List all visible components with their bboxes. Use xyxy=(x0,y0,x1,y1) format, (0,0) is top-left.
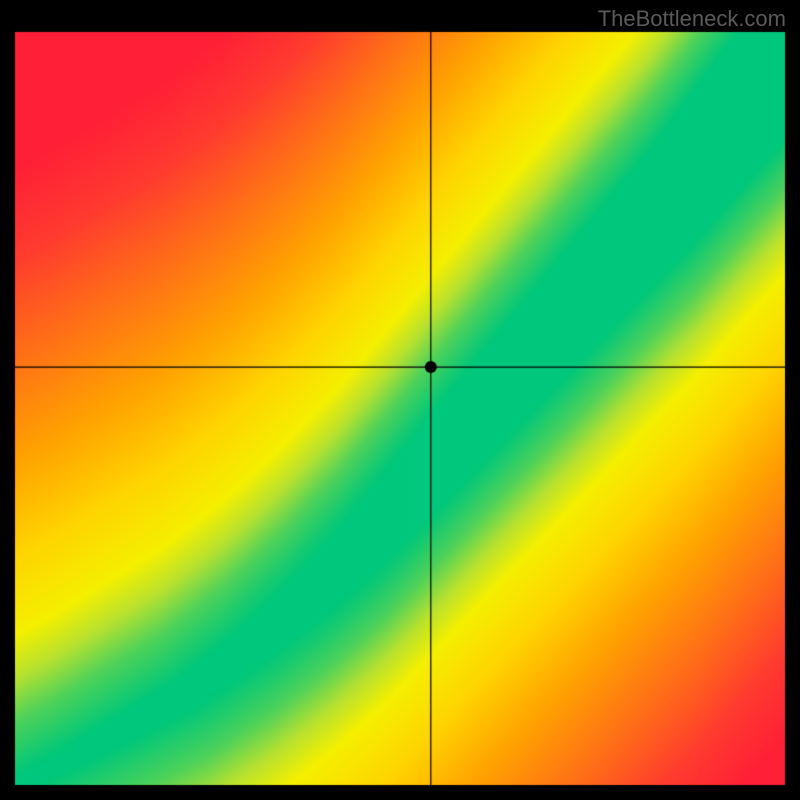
chart-container: TheBottleneck.com xyxy=(0,0,800,800)
bottleneck-heatmap-canvas xyxy=(0,0,800,800)
watermark-text: TheBottleneck.com xyxy=(598,6,786,32)
